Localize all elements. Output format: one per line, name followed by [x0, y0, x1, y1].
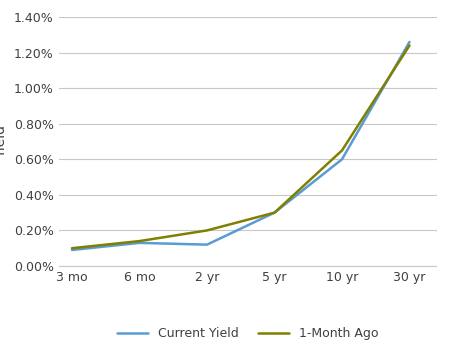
1-Month Ago — [339, 148, 345, 152]
Current Yield — [407, 40, 412, 44]
1-Month Ago — [137, 239, 142, 243]
Current Yield — [137, 241, 142, 245]
Current Yield — [272, 211, 277, 215]
Current Yield — [204, 242, 210, 247]
Line: Current Yield: Current Yield — [72, 42, 410, 250]
Current Yield — [339, 157, 345, 161]
1-Month Ago — [69, 246, 75, 250]
Line: 1-Month Ago: 1-Month Ago — [72, 45, 410, 248]
1-Month Ago — [407, 43, 412, 47]
Legend: Current Yield, 1-Month Ago: Current Yield, 1-Month Ago — [112, 322, 383, 341]
Current Yield — [69, 248, 75, 252]
Y-axis label: Yield: Yield — [0, 125, 8, 158]
1-Month Ago — [204, 228, 210, 233]
1-Month Ago — [272, 211, 277, 215]
